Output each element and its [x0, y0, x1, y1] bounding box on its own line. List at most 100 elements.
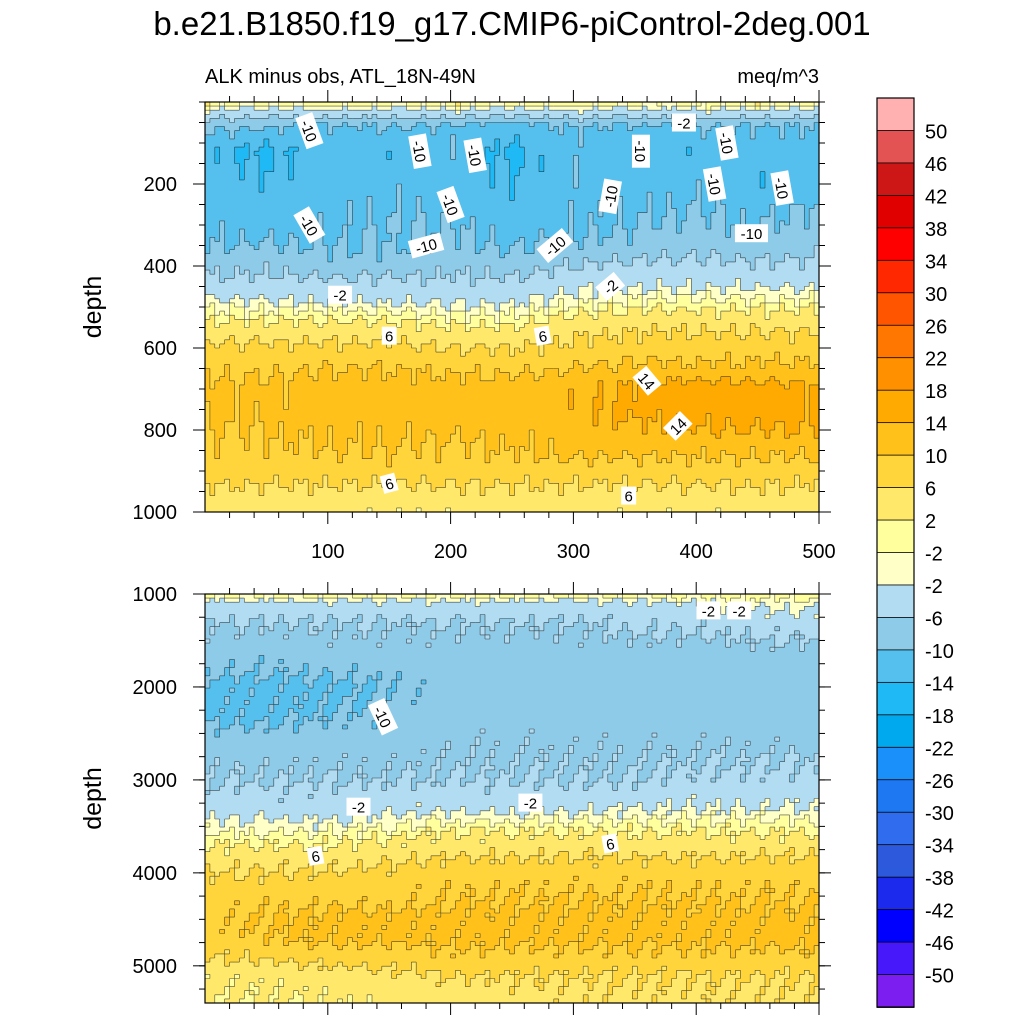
contour-cell [249, 118, 255, 123]
contour-cell [770, 118, 776, 123]
contour-cell [755, 127, 761, 132]
contour-cell [760, 131, 766, 136]
contour-cell [505, 147, 511, 152]
contour-cell [215, 127, 221, 132]
contour-cell [318, 123, 324, 128]
contour-cell [750, 123, 756, 128]
contour-cell [392, 106, 398, 111]
contour-cell [603, 135, 609, 140]
contour-cell [441, 123, 447, 128]
contour-cell [279, 123, 285, 128]
contour-cell [284, 139, 290, 144]
contour-cell [239, 106, 245, 111]
contour-cell [210, 123, 216, 128]
contour-cell [627, 110, 633, 115]
contour-cell [618, 114, 624, 119]
contour-cell [357, 139, 363, 144]
contour-cell [338, 147, 344, 152]
contour-cell [338, 135, 344, 140]
contour-cell [357, 118, 363, 123]
contour-cell [564, 127, 570, 132]
contour-cell [544, 143, 550, 148]
contour-cell [750, 143, 756, 148]
contour-cell [770, 131, 776, 136]
contour-cell [401, 110, 407, 115]
contour-cell [338, 118, 344, 123]
contour-cell [254, 110, 260, 115]
contour-cell [755, 131, 761, 136]
contour-cell [618, 127, 624, 132]
contour-cell [485, 135, 491, 140]
contour-cell [495, 127, 501, 132]
contour-cell [446, 127, 452, 132]
contour-cell [333, 135, 339, 140]
contour-cell [460, 118, 466, 123]
contour-cell [249, 135, 255, 140]
contour-cell [549, 110, 555, 115]
contour-cell [765, 135, 771, 140]
contour-cell [568, 139, 574, 144]
contour-cell [362, 131, 368, 136]
contour-cell [485, 123, 491, 128]
contour-cell [362, 135, 368, 140]
contour-cell [441, 143, 447, 148]
contour-cell [382, 123, 388, 128]
contour-cell [603, 131, 609, 136]
contour-cell [647, 110, 653, 115]
contour-cell [436, 118, 442, 123]
contour-cell [357, 147, 363, 152]
contour-cell [809, 139, 815, 144]
contour-cell [470, 123, 476, 128]
contour-cell [514, 106, 520, 111]
contour-cell [298, 110, 304, 115]
contour-cell [735, 131, 741, 136]
contour-cell [588, 135, 594, 140]
contour-cell [269, 127, 275, 132]
contour-cell [284, 131, 290, 136]
contour-cell [293, 106, 299, 111]
contour-cell [377, 118, 383, 123]
contour-cell [220, 131, 226, 136]
contour-cell [230, 139, 236, 144]
contour-cell [259, 135, 265, 140]
contour-cell [760, 118, 766, 123]
contour-cell [333, 139, 339, 144]
contour-cell [632, 118, 638, 123]
contour-cell [269, 106, 275, 111]
contour-cell [406, 123, 412, 128]
contour-cell [691, 143, 697, 148]
contour-cell [637, 127, 643, 132]
contour-cell [598, 110, 604, 115]
contour-cell [544, 131, 550, 136]
contour-cell [735, 118, 741, 123]
contour-cell [495, 106, 501, 111]
contour-cell [279, 143, 285, 148]
contour-cell [603, 143, 609, 148]
contour-cell [706, 131, 712, 136]
contour-cell [559, 135, 565, 140]
contour-cell [225, 147, 231, 152]
contour-cell [485, 131, 491, 136]
contour-cell [785, 135, 791, 140]
contour-cell [249, 143, 255, 148]
contour-cell [372, 143, 378, 148]
contour-cell [583, 131, 589, 136]
contour-cell [352, 135, 358, 140]
contour-cell [387, 118, 393, 123]
contour-cell [529, 110, 535, 115]
contour-cell [259, 147, 265, 152]
contour-cell [225, 123, 231, 128]
contour-cell [524, 127, 530, 132]
contour-cell [593, 131, 599, 136]
contour-cell [519, 127, 525, 132]
contour-cell [514, 127, 520, 132]
contour-cell [436, 147, 442, 152]
contour-cell [372, 139, 378, 144]
contour-cell [735, 139, 741, 144]
contour-cell [701, 139, 707, 144]
contour-cell [657, 139, 663, 144]
contour-cell [740, 131, 746, 136]
contour-cell [284, 118, 290, 123]
contour-cell [500, 123, 506, 128]
contour-cell [691, 139, 697, 144]
